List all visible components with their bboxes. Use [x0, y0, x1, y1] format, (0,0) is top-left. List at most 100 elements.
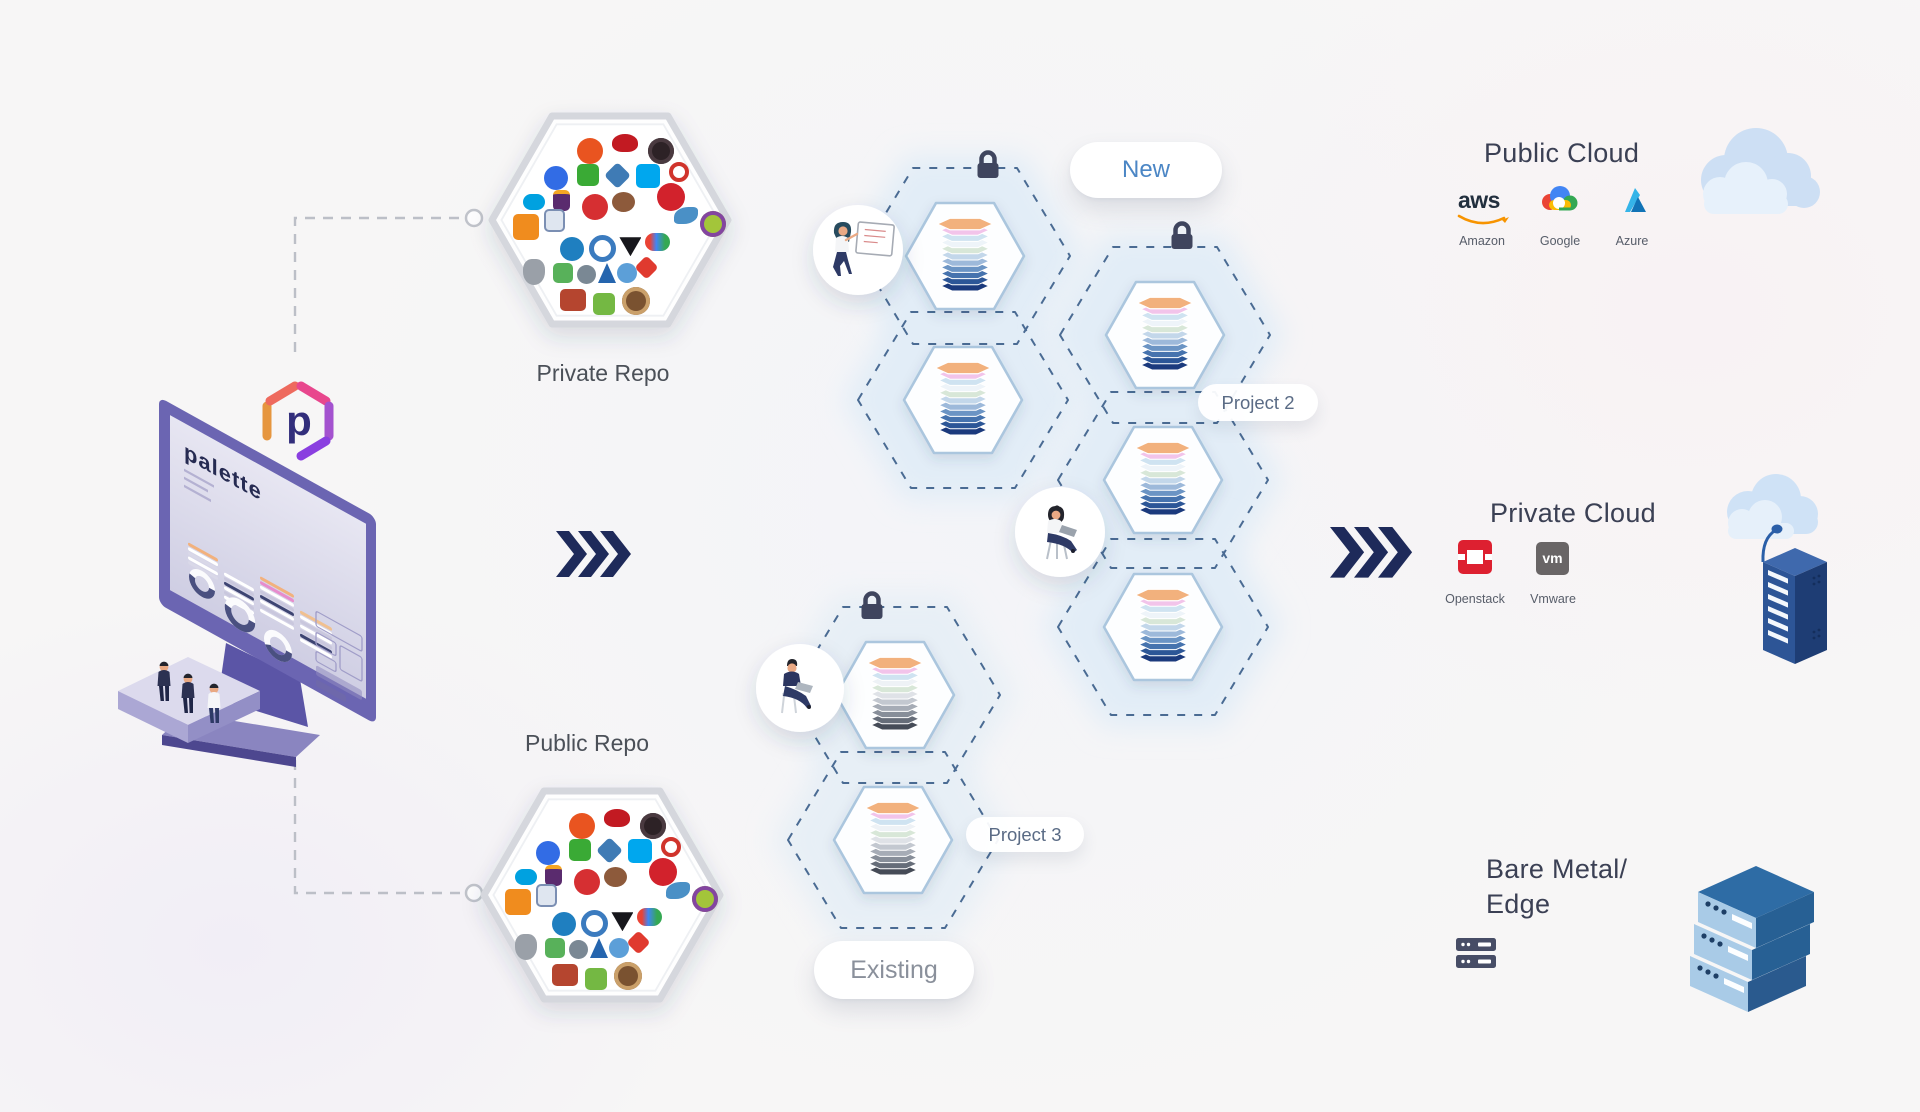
- openshift-icon: [649, 858, 678, 887]
- bare-metal-title: Bare Metal/ Edge: [1486, 852, 1627, 922]
- kubernetes-icon: [535, 841, 560, 865]
- falcon-bird-icon: [665, 882, 690, 900]
- tiles-icon: [553, 263, 574, 284]
- x-mark-icon: [617, 263, 638, 284]
- private-repo-label: Private Repo: [536, 360, 670, 386]
- ubuntu-icon: [568, 812, 595, 839]
- centos-square-icon: [513, 213, 540, 240]
- redhat-icon: [612, 133, 639, 152]
- new-badge: New: [1070, 142, 1222, 198]
- sailboat-icon: [598, 263, 616, 283]
- tiles-icon: [545, 938, 566, 959]
- vault-triangle-icon: [619, 237, 642, 257]
- amazon-label: Amazon: [1459, 234, 1505, 248]
- centos-star-icon: [699, 211, 726, 238]
- ubuntu-icon: [576, 137, 603, 164]
- rack-icon: [1456, 938, 1496, 968]
- flask-icon: [573, 869, 600, 896]
- donkey-icon: [522, 258, 545, 285]
- donkey-icon: [514, 933, 537, 960]
- centos-star-icon: [691, 886, 718, 913]
- public-cloud-title: Public Cloud: [1484, 138, 1640, 168]
- private-cloud-title: Private Cloud: [1490, 498, 1656, 528]
- openstack-logo: [1458, 540, 1492, 574]
- private-repo-icons: [492, 112, 728, 328]
- filecoin-icon: [560, 237, 585, 262]
- chili-arrow-icon: [634, 255, 659, 280]
- project-2-badge: Project 2: [1198, 384, 1318, 421]
- developer-badge: [1015, 487, 1105, 577]
- ladybug-icon: [604, 866, 628, 887]
- sailboat-icon: [590, 938, 608, 958]
- diamond-icon: [603, 162, 631, 189]
- kubernetes-icon: [543, 166, 568, 190]
- terminal-icon: [576, 163, 599, 186]
- salesforce-icon: [514, 869, 537, 886]
- google-cloud-icon: [645, 232, 671, 251]
- connector-node-top: [464, 208, 484, 228]
- stamp-icon: [535, 884, 557, 908]
- servers-illustration: [1690, 866, 1814, 1012]
- lock-icon: [1172, 224, 1193, 250]
- google-cloud-logo: [1542, 186, 1578, 211]
- shovel-icon: [576, 265, 596, 285]
- palette-logo: p: [262, 381, 334, 461]
- people-group: [157, 661, 221, 723]
- operator-badge: [756, 644, 844, 732]
- filecoin-icon: [552, 912, 577, 937]
- spiral-icon: [669, 161, 689, 182]
- bare-metal-title-line1: Bare Metal/: [1486, 854, 1628, 884]
- aws-logo: aws: [1457, 187, 1509, 225]
- windows-icon: [635, 163, 660, 188]
- svg-text:vm: vm: [1542, 550, 1562, 566]
- azure-label: Azure: [1615, 234, 1649, 248]
- spiral-icon: [661, 836, 681, 857]
- windows-icon: [627, 838, 652, 863]
- oracle-ring-icon: [580, 910, 608, 938]
- screen-wireframes: [315, 611, 363, 682]
- palette-monitor-illustration: palette: [118, 399, 376, 767]
- private-cloud-illustration: [1727, 474, 1827, 664]
- existing-badge: Existing: [814, 941, 974, 999]
- ladybug-icon: [612, 191, 636, 212]
- beaver-icon: [613, 961, 642, 990]
- centos-square-icon: [505, 888, 532, 915]
- openstack-label: Openstack: [1445, 592, 1505, 606]
- diamond-icon: [595, 837, 623, 864]
- vmware-logo: vm: [1536, 542, 1569, 575]
- colosseum-icon: [552, 964, 579, 987]
- new-badge-label: New: [1121, 156, 1170, 183]
- padlock-icon: [553, 189, 571, 211]
- salesforce-icon: [522, 194, 545, 211]
- project-3-label: Project 3: [988, 823, 1062, 845]
- logo-letter: p: [286, 397, 312, 444]
- padlock-icon: [545, 864, 563, 886]
- google-cloud-icon: [637, 907, 663, 926]
- falcon-bird-icon: [673, 207, 698, 225]
- presenter-badge: [813, 205, 903, 295]
- bare-metal-title-line2: Edge: [1486, 889, 1551, 919]
- connector-node-bottom: [464, 883, 484, 903]
- redhat-icon: [604, 808, 631, 827]
- photon-swirl-icon: [647, 137, 674, 164]
- x-mark-icon: [609, 938, 630, 959]
- shovel-icon: [568, 940, 588, 960]
- flask-icon: [581, 194, 608, 221]
- azure-logo: [1625, 188, 1646, 212]
- beaver-icon: [621, 286, 650, 315]
- flow-arrow-left: [556, 531, 631, 577]
- project-3-badge: Project 3: [966, 817, 1084, 852]
- vmware-label: Vmware: [1530, 592, 1576, 606]
- chili-arrow-icon: [626, 930, 651, 955]
- project-2-label: Project 2: [1221, 391, 1295, 413]
- svg-text:aws: aws: [1458, 187, 1500, 213]
- vault-triangle-icon: [611, 912, 634, 932]
- photon-swirl-icon: [639, 812, 666, 839]
- openshift-icon: [657, 183, 686, 212]
- public-repo-label: Public Repo: [524, 730, 650, 756]
- stamp-icon: [543, 209, 565, 233]
- colosseum-icon: [560, 289, 587, 312]
- sfx-icon: [585, 968, 608, 991]
- terminal-icon: [568, 838, 591, 861]
